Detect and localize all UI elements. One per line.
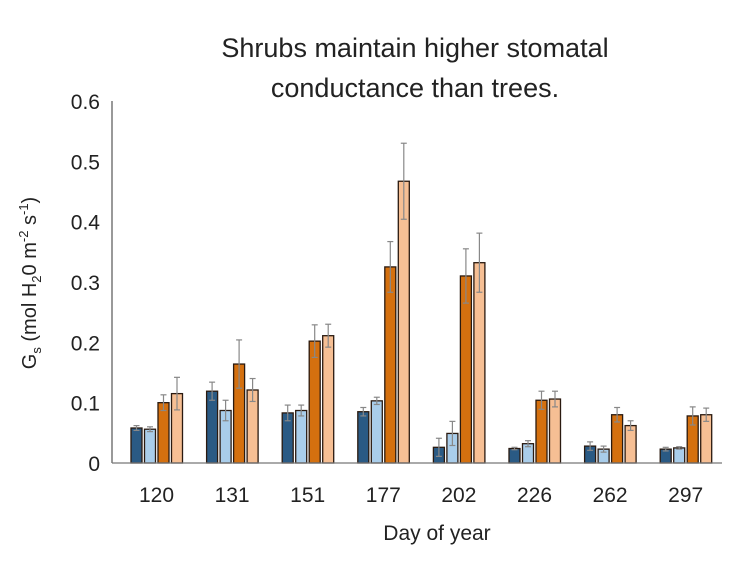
bar-177-series-3: [384, 266, 397, 464]
bar-177-series-1: [357, 411, 370, 464]
x-tick-label: 226: [517, 484, 552, 507]
chart-title-line-2: conductance than trees.: [271, 73, 559, 103]
y-tick-label: 0.1: [71, 393, 100, 416]
y-tick-label: 0.3: [71, 272, 100, 295]
bar-151-series-4: [322, 335, 335, 464]
bar-120-series-1: [130, 427, 143, 464]
x-tick-label: 297: [668, 484, 703, 507]
y-tick-label: 0: [88, 453, 100, 476]
bar-226-series-4: [548, 398, 562, 464]
bar-120-series-2: [143, 428, 157, 464]
x-tick-label: 120: [139, 484, 174, 507]
x-tick-label: 202: [441, 484, 476, 507]
bar-202-series-3: [459, 275, 473, 464]
y-tick-label: 0.2: [71, 332, 100, 355]
x-tick-label: 131: [215, 484, 250, 507]
bar-262-series-4: [624, 424, 637, 464]
x-tick-label: 151: [290, 484, 325, 507]
y-tick-label: 0.5: [71, 151, 100, 174]
bar-151-series-2: [295, 409, 308, 464]
y-axis-label: Gs (mol H20 m-2 s-1): [16, 197, 44, 369]
bar-226-series-1: [508, 447, 521, 464]
bar-120-series-3: [157, 402, 170, 464]
x-tick-label: 262: [593, 484, 628, 507]
bar-177-series-4: [397, 180, 410, 464]
bar-297-series-4: [700, 414, 713, 464]
bar-177-series-2: [370, 400, 383, 464]
y-tick-label: 0.4: [71, 212, 101, 235]
x-tick-label: 177: [366, 484, 401, 507]
bar-297-series-2: [673, 447, 686, 464]
x-axis-label: Day of year: [383, 522, 490, 545]
y-tick-label: 0.6: [71, 91, 100, 114]
chart-title-line-1: Shrubs maintain higher stomatal: [221, 33, 608, 63]
bar-151-series-3: [308, 340, 321, 464]
bar-131-series-1: [205, 390, 219, 464]
